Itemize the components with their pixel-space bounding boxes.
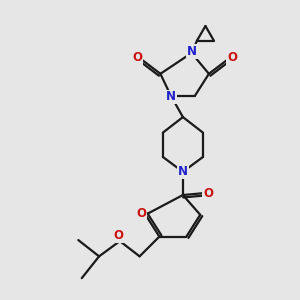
Text: O: O: [227, 51, 237, 64]
Text: O: O: [203, 187, 213, 200]
Text: N: N: [178, 165, 188, 178]
Text: O: O: [132, 51, 142, 64]
Text: O: O: [113, 230, 123, 242]
Text: N: N: [166, 91, 176, 103]
Text: N: N: [187, 45, 196, 58]
Text: O: O: [136, 206, 146, 220]
